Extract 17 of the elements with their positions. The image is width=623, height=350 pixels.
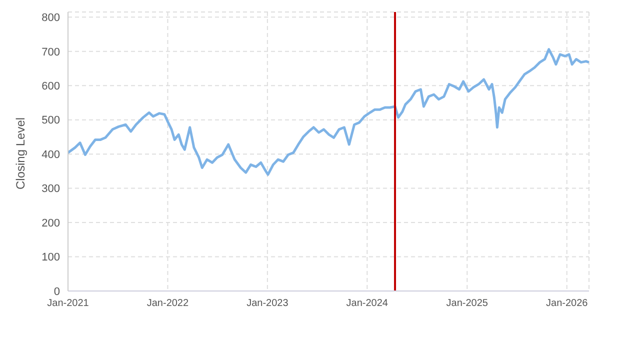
x-tick-label: Jan-2025 — [446, 298, 488, 310]
line-series — [68, 48, 589, 176]
y-tick-label: 400 — [42, 148, 60, 161]
y-tick-label: 200 — [42, 217, 60, 230]
x-tick-label: Jan-2021 — [47, 298, 90, 310]
y-tick-label: 100 — [42, 252, 60, 264]
y-tick-label: 700 — [42, 46, 60, 58]
x-tick-label: Jan-2023 — [246, 298, 289, 310]
x-tick-label: Jan-2022 — [146, 298, 190, 310]
y-tick-label: 800 — [42, 12, 60, 24]
y-tick-label: 0 — [54, 286, 60, 298]
x-tick-label: Jan-2026 — [546, 298, 588, 310]
y-tick-label: 600 — [42, 80, 60, 93]
x-tick-label: Jan-2024 — [346, 298, 388, 310]
y-axis-title: Closing Level — [13, 117, 28, 190]
y-tick-label: 500 — [42, 114, 60, 127]
y-tick-label: 300 — [42, 183, 60, 196]
